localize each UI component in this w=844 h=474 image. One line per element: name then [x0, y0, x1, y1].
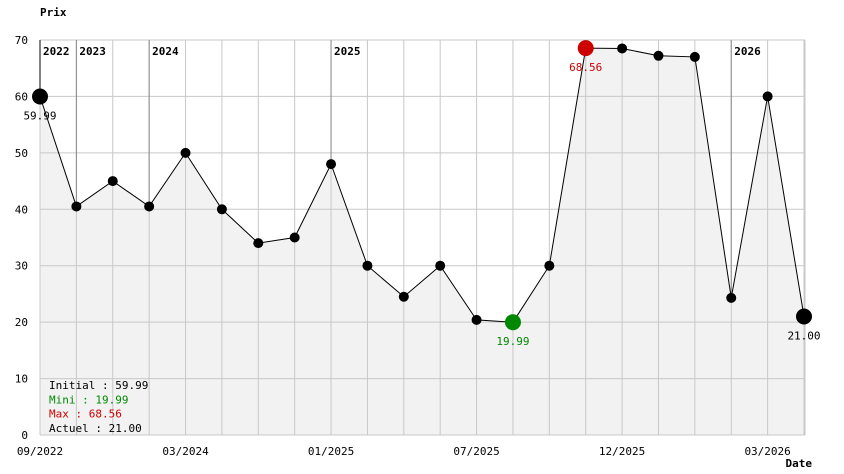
data-point	[362, 260, 373, 271]
area-fill	[40, 48, 804, 436]
data-point	[216, 204, 227, 215]
x-tick-label: 03/2026	[744, 445, 790, 458]
highlight-label: 21.00	[787, 330, 820, 343]
year-label: 2023	[79, 45, 106, 58]
y-tick-label: 10	[15, 373, 28, 386]
y-axis-label: Prix	[40, 6, 67, 19]
highlight-point	[796, 308, 812, 325]
data-point	[289, 232, 300, 243]
x-tick-label: 07/2025	[453, 445, 499, 458]
data-point	[544, 260, 555, 271]
y-tick-label: 50	[15, 147, 28, 160]
highlight-point	[577, 40, 594, 57]
data-point	[180, 147, 191, 158]
data-point	[144, 201, 155, 212]
y-tick-label: 20	[15, 316, 28, 329]
highlight-label: 59.99	[23, 109, 56, 122]
year-label: 2022	[43, 45, 70, 58]
price-line	[39, 47, 805, 323]
data-point	[326, 159, 337, 170]
highlight-label: 68.56	[569, 61, 602, 74]
data-point	[653, 50, 664, 61]
x-axis-label: Date	[786, 457, 813, 470]
x-tick-label: 01/2025	[308, 445, 354, 458]
highlight-point	[32, 88, 48, 105]
data-point	[762, 91, 773, 102]
x-tick-label: 12/2025	[599, 445, 645, 458]
data-point	[689, 51, 700, 62]
y-tick-label: 0	[21, 429, 28, 442]
highlight-label: 19.99	[496, 335, 529, 348]
x-tick-label: 03/2024	[162, 445, 209, 458]
y-tick-label: 70	[15, 34, 28, 47]
data-point	[107, 176, 118, 187]
legend-entry: Max : 68.56	[49, 408, 122, 421]
data-point	[398, 291, 409, 302]
legend-entry: Actuel : 21.00	[49, 422, 142, 435]
year-label: 2025	[334, 45, 361, 58]
data-point	[253, 238, 264, 249]
legend-entry: Mini : 19.99	[49, 393, 128, 406]
legend-entry: Initial : 59.99	[49, 379, 148, 392]
y-tick-label: 30	[15, 260, 28, 273]
data-point	[435, 260, 446, 271]
highlight-point	[504, 314, 521, 331]
data-point	[71, 201, 82, 212]
data-point	[726, 292, 737, 303]
y-tick-label: 60	[15, 90, 28, 103]
year-label: 2024	[152, 45, 179, 58]
y-tick-label: 40	[15, 203, 28, 216]
x-tick-label: 09/2022	[17, 445, 63, 458]
data-point	[617, 43, 628, 54]
data-point	[471, 314, 482, 325]
year-label: 2026	[734, 45, 761, 58]
